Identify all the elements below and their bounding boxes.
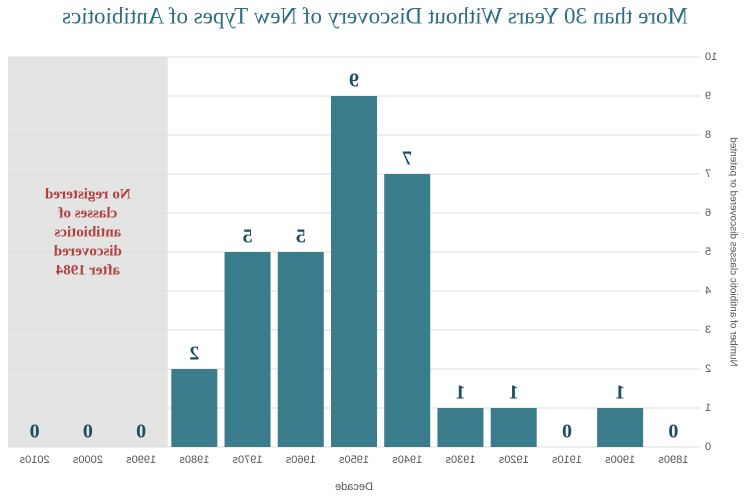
x-tick-label: 1990s — [126, 454, 156, 466]
value-label: 2 — [189, 343, 199, 365]
y-tick-label: 5 — [705, 246, 711, 258]
bar — [490, 408, 537, 447]
x-tick-label: 2000s — [72, 454, 102, 466]
bar — [277, 252, 324, 447]
y-tick-label: 4 — [705, 285, 711, 297]
x-axis-label: Decade — [335, 481, 373, 493]
y-tick-label: 8 — [705, 129, 711, 141]
annotation: No registered — [44, 186, 130, 202]
chart-title: More than 30 Years Without Discovery of … — [62, 3, 688, 28]
bar — [224, 252, 271, 447]
x-tick-label: 1920s — [498, 454, 528, 466]
value-label: 9 — [349, 70, 359, 92]
value-label: 5 — [296, 226, 306, 248]
y-tick-label: 9 — [705, 90, 711, 102]
value-label: 0 — [562, 421, 572, 443]
x-tick-label: 1980s — [179, 454, 209, 466]
y-tick-label: 3 — [705, 324, 711, 336]
x-tick-label: 1890s — [658, 454, 688, 466]
y-tick-label: 6 — [705, 207, 711, 219]
value-label: 0 — [668, 421, 678, 443]
y-axis-label: Number of antibiotic classes discovered … — [727, 137, 738, 367]
y-tick-label: 10 — [705, 51, 717, 63]
annotation: antibiotics — [54, 224, 121, 240]
x-tick-label: 2010s — [19, 454, 49, 466]
annotation: discovered — [53, 243, 122, 259]
x-tick-label: 1910s — [551, 454, 581, 466]
value-label: 1 — [615, 382, 625, 404]
x-tick-label: 1930s — [445, 454, 475, 466]
value-label: 1 — [455, 382, 465, 404]
y-tick-label: 1 — [705, 402, 711, 414]
y-tick-label: 0 — [705, 441, 711, 453]
value-label: 0 — [83, 421, 93, 443]
bar — [437, 408, 484, 447]
x-tick-label: 1940s — [392, 454, 422, 466]
y-tick-label: 2 — [705, 363, 711, 375]
bar — [597, 408, 644, 447]
x-tick-label: 1970s — [232, 454, 262, 466]
annotation: classes of — [57, 205, 117, 221]
bar — [171, 369, 218, 447]
annotation: after 1984 — [55, 262, 120, 278]
x-tick-label: 1960s — [285, 454, 315, 466]
value-label: 7 — [402, 148, 412, 170]
bar — [384, 174, 431, 447]
bar — [331, 96, 377, 447]
y-tick-label: 7 — [705, 168, 711, 180]
value-label: 1 — [509, 382, 519, 404]
x-tick-label: 1900s — [605, 454, 635, 466]
x-tick-label: 1950s — [339, 454, 369, 466]
value-label: 5 — [243, 226, 253, 248]
value-label: 0 — [30, 421, 40, 443]
value-label: 0 — [136, 421, 146, 443]
